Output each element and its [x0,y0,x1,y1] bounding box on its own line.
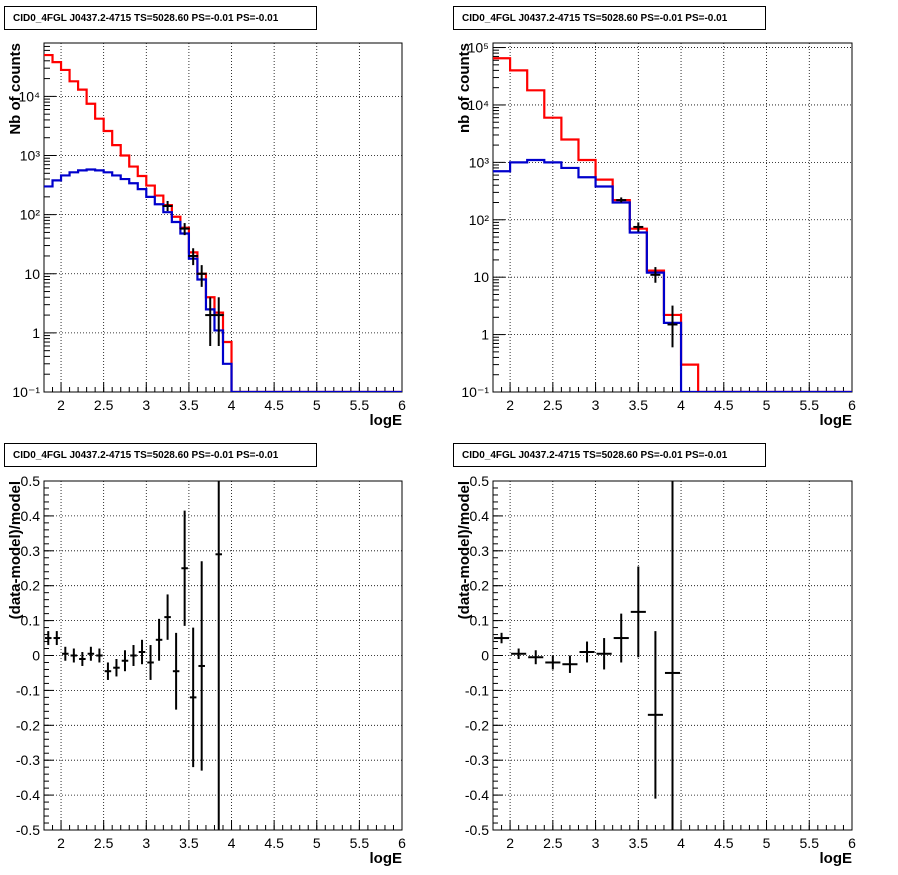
y-axis-label: (data-model)/model [7,481,24,619]
y-axis-label: (data-model)/model [456,481,473,619]
x-tick-label: 2 [57,397,65,413]
y-tick-label: -0.1 [465,682,489,698]
counts-histogram-right: 2 2.5 3 3.5 4 4.5 5 5.5 6 10⁻¹ 1 10 10² 10³ 10⁴ 10⁵ logE… [456,40,856,429]
x-tick-label: 6 [398,835,406,851]
y-tick-label: 0.1 [21,613,41,629]
y-tick-label: 10⁻¹ [12,384,40,400]
x-axis-label: logE [370,850,403,867]
y-tick-label: 0.3 [21,543,41,559]
y-tick-label: 10³ [20,148,41,164]
y-tick-label: -0.4 [16,787,40,803]
x-tick-label: 2.5 [94,835,114,851]
x-tick-label: 2.5 [543,835,563,851]
y-tick-label: -0.3 [16,752,40,768]
plot-area [494,481,681,830]
x-tick-label: 2.5 [543,397,563,413]
x-tick-label: 5 [763,397,771,413]
y-tick-label: -0.4 [465,787,489,803]
x-tick-label: 4.5 [714,397,734,413]
model-series-line [44,168,402,392]
y-tick-label: 0.4 [21,508,41,524]
x-tick-label: 5.5 [800,397,820,413]
y-tick-label: 10⁴ [467,97,489,113]
y-tick-label: 10 [24,266,40,282]
counts-histogram-left: 2 2.5 3 3.5 4 4.5 5 5.5 6 10⁻¹ 1 10 10² 10³ 10⁴ logE Nb … [7,42,406,429]
y-tick-label: 10⁻¹ [461,384,489,400]
y-tick-label: 10⁵ [468,40,489,56]
residuals-plot-right: 2 2.5 3 3.5 4 4.5 5 5.5 6 -0.5 -0.4 -0.3 -0.2 -0.1 0 0.… [456,473,856,867]
x-tick-label: 2 [506,835,514,851]
panel-title: CID0_4FGL J0437.2-4715 TS=5028.60 PS=-0.… [4,443,317,467]
x-tick-label: 6 [848,835,856,851]
y-tick-label: -0.5 [465,822,489,838]
x-tick-label: 5.5 [350,397,370,413]
x-axis-label: logE [370,412,403,429]
y-tick-label: 10⁴ [18,88,40,104]
x-tick-label: 2 [57,835,65,851]
y-tick-label: 10² [469,212,490,228]
y-tick-label: -0.1 [16,682,40,698]
x-tick-label: 5.5 [800,835,820,851]
y-tick-label: 0.2 [21,578,41,594]
y-tick-label: 0 [481,648,489,664]
x-tick-label: 2.5 [94,397,114,413]
x-tick-label: 5.5 [350,835,370,851]
x-tick-label: 4.5 [264,835,284,851]
x-tick-label: 4.5 [714,835,734,851]
y-tick-label: 0.3 [470,543,490,559]
x-tick-label: 3 [592,835,600,851]
y-tick-label: -0.5 [16,822,40,838]
x-tick-label: 3.5 [179,397,199,413]
x-tick-label: 2 [506,397,514,413]
x-tick-label: 3 [592,397,600,413]
residuals-plot-left: 2 2.5 3 3.5 4 4.5 5 5.5 6 -0.5 -0.4 -0.3 -0.2 -0.1 0 0.… [7,473,406,867]
x-tick-label: 6 [398,397,406,413]
x-tick-label: 4 [228,397,236,413]
x-tick-label: 5 [313,397,321,413]
panel-title: CID0_4FGL J0437.2-4715 TS=5028.60 PS=-0.… [453,443,766,467]
panel-title: CID0_4FGL J0437.2-4715 TS=5028.60 PS=-0.… [453,6,766,30]
y-tick-label: 0.4 [470,508,490,524]
x-tick-label: 3.5 [629,835,649,851]
x-tick-label: 3 [142,397,150,413]
y-tick-label: -0.3 [465,752,489,768]
plot-area [44,53,402,392]
x-tick-label: 5 [313,835,321,851]
y-tick-label: 10² [20,207,41,223]
y-axis-label: Nb of counts [7,43,24,135]
y-tick-label: 10 [473,269,489,285]
y-tick-label: 10³ [469,154,490,170]
x-tick-label: 3 [142,835,150,851]
plot-area [493,57,852,392]
y-axis-label: nb of counts [456,43,473,133]
x-tick-label: 4.5 [264,397,284,413]
y-tick-label: 0.1 [470,613,490,629]
y-tick-label: 0 [32,648,40,664]
y-tick-label: 0.2 [470,578,490,594]
model-series-line [493,158,852,392]
x-axis-label: logE [820,850,853,867]
x-tick-label: 4 [677,835,685,851]
panel-title: CID0_4FGL J0437.2-4715 TS=5028.60 PS=-0.… [4,6,317,30]
y-tick-label: 0.5 [470,473,490,489]
y-tick-label: -0.2 [465,717,489,733]
x-axis-label: logE [820,412,853,429]
x-tick-label: 3.5 [629,397,649,413]
x-tick-label: 3.5 [179,835,199,851]
x-tick-label: 4 [677,397,685,413]
y-tick-label: 0.5 [21,473,41,489]
x-tick-label: 5 [763,835,771,851]
y-tick-label: 1 [481,327,489,343]
y-tick-label: 1 [32,325,40,341]
x-tick-label: 6 [848,397,856,413]
plot-area [45,481,222,830]
x-tick-label: 4 [228,835,236,851]
y-tick-label: -0.2 [16,717,40,733]
